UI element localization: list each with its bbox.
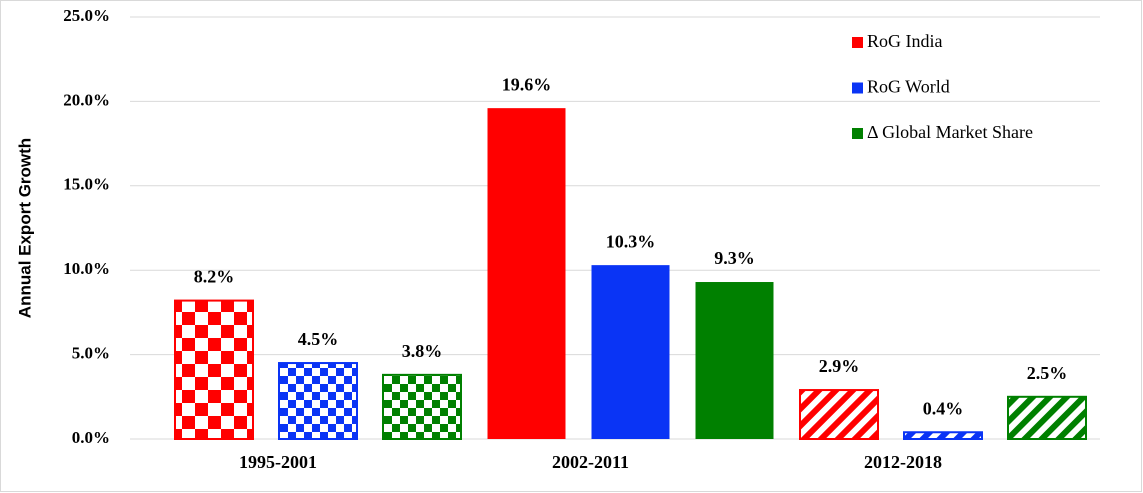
bar <box>382 373 462 440</box>
bar <box>1007 395 1087 440</box>
x-tick-label: 2002-2011 <box>552 452 629 472</box>
legend-label: Δ Global Market Share <box>867 122 1033 142</box>
bar <box>695 282 774 439</box>
x-tick-label: 1995-2001 <box>239 452 317 472</box>
y-tick-label: 10.0% <box>63 259 110 278</box>
data-label: 2.9% <box>819 356 860 376</box>
data-label: 9.3% <box>714 248 755 268</box>
bar <box>591 265 670 439</box>
data-label: 4.5% <box>298 329 339 349</box>
y-tick-label: 0.0% <box>72 428 110 447</box>
legend-swatch <box>852 82 863 94</box>
data-label: 19.6% <box>502 74 552 94</box>
bar <box>903 431 983 440</box>
data-label: 10.3% <box>606 231 656 251</box>
bar <box>487 108 566 439</box>
bar <box>174 299 254 441</box>
y-tick-label: 5.0% <box>72 344 110 363</box>
legend-label: RoG India <box>867 31 943 51</box>
legend-swatch <box>852 128 863 139</box>
bar <box>278 362 358 441</box>
data-label: 8.2% <box>194 267 235 287</box>
y-tick-label: 20.0% <box>63 90 110 109</box>
data-label: 0.4% <box>923 398 964 418</box>
data-label: 2.5% <box>1027 363 1068 383</box>
y-tick-label: 25.0% <box>63 6 110 25</box>
legend-label: RoG World <box>867 77 950 97</box>
bar <box>799 389 879 441</box>
y-tick-label: 15.0% <box>63 175 110 194</box>
x-tick-label: 2012-2018 <box>864 452 942 472</box>
y-axis-title: Annual Export Growth <box>15 138 34 318</box>
data-label: 3.8% <box>402 341 443 361</box>
legend-swatch <box>852 37 863 48</box>
